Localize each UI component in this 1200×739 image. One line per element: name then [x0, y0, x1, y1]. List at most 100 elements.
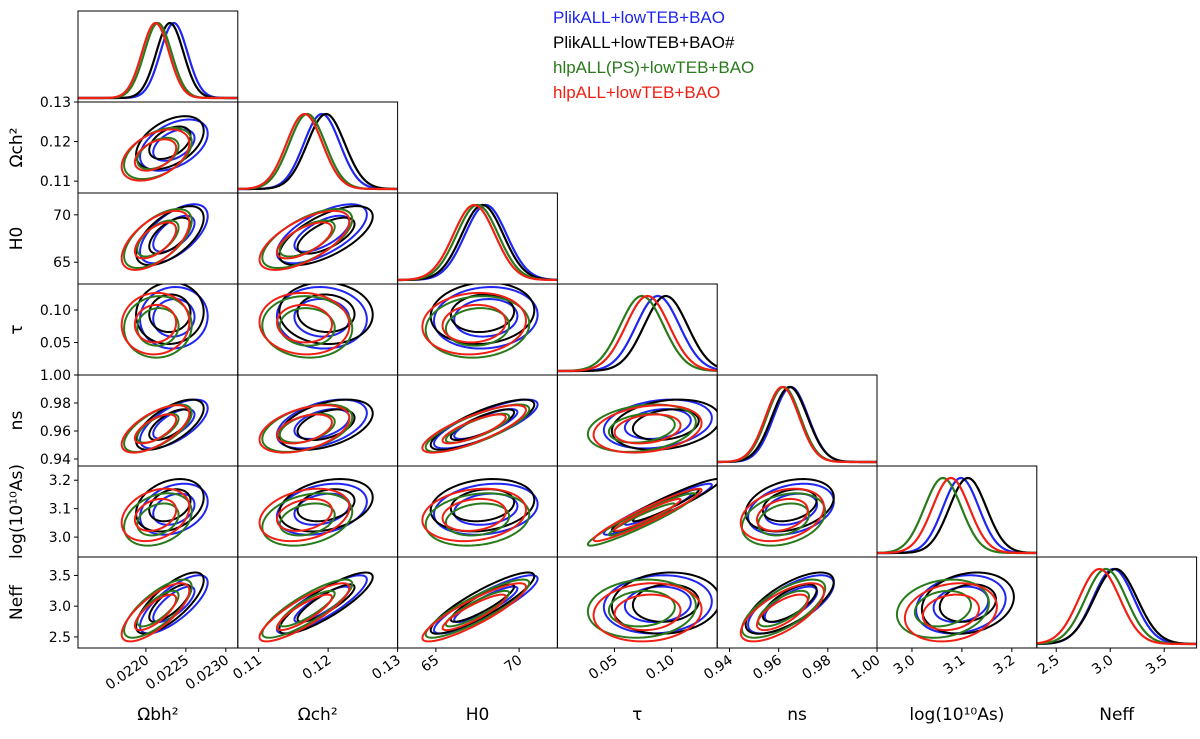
panel-frame-H0-omegabh2: [77, 192, 239, 285]
y-tick-label-omegach2-1: 0.12: [40, 135, 71, 151]
panel-Neff-logA: [895, 571, 1015, 643]
panel-logA-ns: [739, 478, 835, 547]
marginal-tau-series-2: [557, 294, 718, 373]
contour-ns-logA-series-1-level-1: [744, 478, 835, 533]
contour-tau-ns-series-1-level-1: [610, 398, 718, 451]
contour-omegabh2-tau-series-1-level-1: [135, 284, 205, 346]
panel-frame-logA-omegabh2: [77, 465, 239, 558]
contour-logA-Neff-series-3-level-0: [921, 593, 980, 632]
contour-omegach2-logA-series-2-level-1: [261, 492, 354, 547]
y-axis-label-ns: ns: [7, 411, 27, 431]
panel-ns-omegabh2: [120, 398, 209, 454]
contour-omegabh2-tau-series-2-level-1: [123, 295, 193, 359]
panel-Neff-omegabh2: [120, 571, 209, 643]
contour-tau-Neff-series-1-level-1: [610, 571, 718, 635]
contour-H0-Neff-series-2-level-0: [444, 589, 511, 628]
contour-omegach2-H0-series-3-level-1: [258, 209, 351, 271]
panel-ns-ns: [717, 385, 877, 464]
x-axis-label-ns: ns: [787, 705, 807, 725]
y-tick-label-omegach2-2: 0.13: [40, 95, 71, 111]
contour-tau-Neff-series-1-level-0: [631, 583, 700, 623]
contour-H0-logA-series-2-level-0: [444, 502, 511, 537]
contour-tau-ns-series-1-level-0: [631, 408, 700, 442]
panel-frame-ns-omegach2: [237, 374, 399, 467]
x-tick-label-omegabh2-1: 0.0225: [143, 652, 192, 693]
y-axis-label-Neff: Neff: [7, 584, 27, 620]
contour-omegabh2-Neff-series-3-level-0: [133, 593, 178, 632]
x-tick-label-logA-0: 3.0: [891, 652, 918, 678]
legend: PlikALL+lowTEB+BAO PlikALL+lowTEB+BAO# h…: [553, 5, 754, 105]
contour-H0-tau-series-2-level-0: [444, 307, 511, 347]
contour-omegabh2-ns-series-3-level-1: [120, 404, 191, 454]
contour-tau-logA-series-3-level-1: [592, 487, 703, 543]
contour-H0-Neff-series-1-level-1: [429, 571, 536, 635]
y-tick-label-ns-1: 0.96: [40, 424, 71, 440]
contour-tau-logA-series-0-level-1: [602, 482, 713, 536]
contour-tau-ns-series-3-level-1: [592, 404, 703, 454]
contour-omegabh2-omegach2-series-1-level-0: [148, 125, 192, 160]
panel-logA-omegach2: [258, 478, 374, 547]
contour-omegach2-logA-series-3-level-1: [258, 487, 351, 543]
x-tick-label-ns-2: 0.98: [799, 652, 834, 683]
contour-omegach2-Neff-series-2-level-1: [261, 578, 354, 639]
contour-omegabh2-Neff-series-1-level-0: [148, 583, 192, 623]
panel-Neff-omegach2: [258, 571, 374, 643]
contour-ns-logA-series-3-level-1: [739, 487, 825, 543]
contour-omegach2-H0-series-1-level-0: [296, 216, 356, 255]
contour-omegabh2-omegach2-series-3-level-1: [120, 128, 191, 182]
panel-logA-H0: [421, 478, 539, 547]
y-tick-label-tau-0: 0.05: [40, 336, 71, 352]
y-axis-label-omegach2: Ωch²: [7, 128, 27, 168]
contour-tau-logA-series-3-level-0: [613, 497, 682, 532]
x-tick-label-H0-0: 65: [418, 652, 442, 675]
contour-omegabh2-omegach2-series-1-level-1: [135, 115, 205, 171]
contour-omegach2-ns-series-0-level-1: [275, 398, 368, 450]
contour-tau-Neff-series-3-level-0: [613, 593, 682, 632]
y-tick-label-Neff-1: 3.0: [49, 599, 71, 615]
contour-H0-tau-series-3-level-0: [441, 303, 507, 344]
marginal-tau-series-1: [557, 294, 718, 373]
contour-logA-Neff-series-2-level-0: [913, 589, 973, 628]
marginal-ns-series-2: [717, 385, 877, 464]
contour-omegach2-Neff-series-3-level-0: [276, 593, 333, 632]
contour-omegach2-H0-series-0-level-0: [293, 214, 351, 253]
contour-tau-logA-series-2-level-1: [586, 492, 697, 547]
panel-logA-omegabh2: [120, 478, 209, 547]
contour-ns-logA-series-3-level-0: [755, 497, 809, 532]
contour-tau-Neff-series-2-level-1: [586, 578, 697, 639]
contour-omegabh2-logA-series-3-level-1: [120, 487, 191, 543]
contour-H0-tau-series-0-level-0: [453, 298, 519, 338]
legend-entry-3: hlpALL+lowTEB+BAO: [553, 83, 721, 102]
y-axis-label-tau: τ: [7, 324, 27, 334]
contour-omegach2-tau-series-1-level-0: [296, 293, 356, 334]
marginal-H0-series-0: [397, 203, 558, 282]
contour-omegabh2-Neff-series-1-level-1: [135, 571, 205, 635]
x-tick-label-tau-1: 0.10: [643, 652, 678, 683]
contour-omegach2-ns-series-2-level-1: [261, 403, 354, 453]
marginal-H0-series-3: [397, 203, 558, 282]
contour-logA-Neff-series-1-level-0: [938, 583, 997, 623]
contour-H0-Neff-series-2-level-1: [424, 578, 531, 639]
x-axis-label-omegach2: Ωch²: [298, 705, 338, 725]
panel-frame-tau-H0: [397, 283, 558, 376]
x-axis-label-tau: τ: [632, 705, 642, 725]
x-axis-label-H0: H0: [466, 705, 490, 725]
contour-omegabh2-logA-series-1-level-0: [148, 488, 192, 523]
contour-omegabh2-omegach2-series-3-level-0: [133, 138, 178, 172]
contour-omegabh2-H0-series-3-level-1: [120, 209, 191, 271]
contour-omegach2-tau-series-2-level-0: [278, 307, 336, 347]
x-tick-label-omegach2-1: 0.12: [300, 652, 335, 683]
panel-frame-Neff-Neff: [1036, 556, 1198, 649]
marginal-omegabh2-series-0: [78, 21, 238, 100]
contour-H0-logA-series-3-level-1: [421, 487, 527, 543]
y-tick-label-ns-0: 0.94: [40, 452, 71, 468]
x-tick-label-Neff-2: 3.5: [1143, 652, 1170, 678]
y-tick-label-logA-1: 3.1: [49, 502, 71, 518]
x-tick-label-Neff-0: 2.5: [1035, 652, 1062, 678]
marginal-Neff-series-1: [1036, 567, 1197, 646]
panel-ns-tau: [586, 398, 718, 454]
x-axis-label-Neff: Neff: [1099, 705, 1135, 725]
marginal-omegach2-series-2: [237, 112, 398, 191]
marginal-omegabh2-series-3: [78, 21, 238, 100]
x-tick-label-omegabh2-0: 0.0220: [103, 652, 152, 693]
